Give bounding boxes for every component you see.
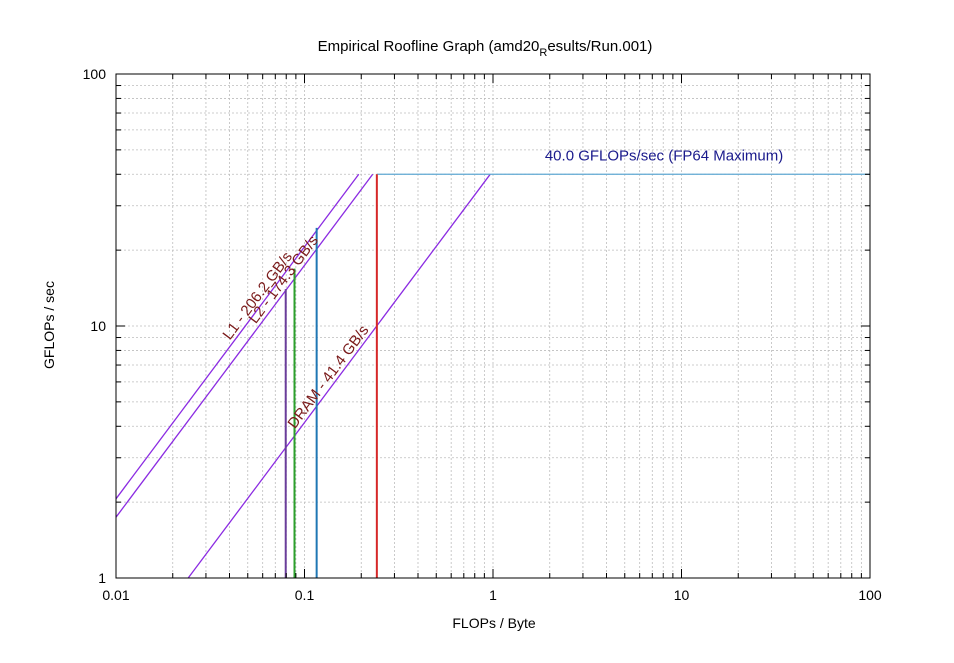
bandwidth-roof-line [115, 173, 360, 500]
roof-labels: 40.0 GFLOPs/sec (FP64 Maximum)L1 - 206.2… [219, 147, 783, 432]
y-tick-label: 10 [90, 318, 106, 334]
x-axis-label: FLOPs / Byte [452, 615, 535, 631]
bandwidth-roof-label: DRAM - 41.4 GB/s [284, 322, 372, 432]
x-tick-label: 0.01 [102, 587, 129, 603]
x-tick-label: 1 [489, 587, 497, 603]
y-axis-label: GFLOPs / sec [41, 281, 57, 369]
vertical-markers [284, 174, 378, 578]
x-tick-label: 0.1 [295, 587, 315, 603]
chart-title: Empirical Roofline Graph (amd20Results/R… [318, 38, 653, 59]
roofline-lines [115, 173, 870, 579]
x-tick-label: 100 [858, 587, 882, 603]
x-tick-label: 10 [674, 587, 690, 603]
grid [115, 73, 871, 579]
bandwidth-roof-line [187, 173, 491, 579]
y-tick-label: 100 [83, 66, 107, 82]
axis-ticks: 0.01 0.1 1 10 100 1 10 100 [83, 66, 882, 603]
compute-roof-label: 40.0 GFLOPs/sec (FP64 Maximum) [545, 147, 783, 164]
bandwidth-roof-label: L2 - 174.3 GB/s [245, 232, 322, 326]
y-tick-label: 1 [98, 570, 106, 586]
bandwidth-roof-line [115, 173, 374, 518]
